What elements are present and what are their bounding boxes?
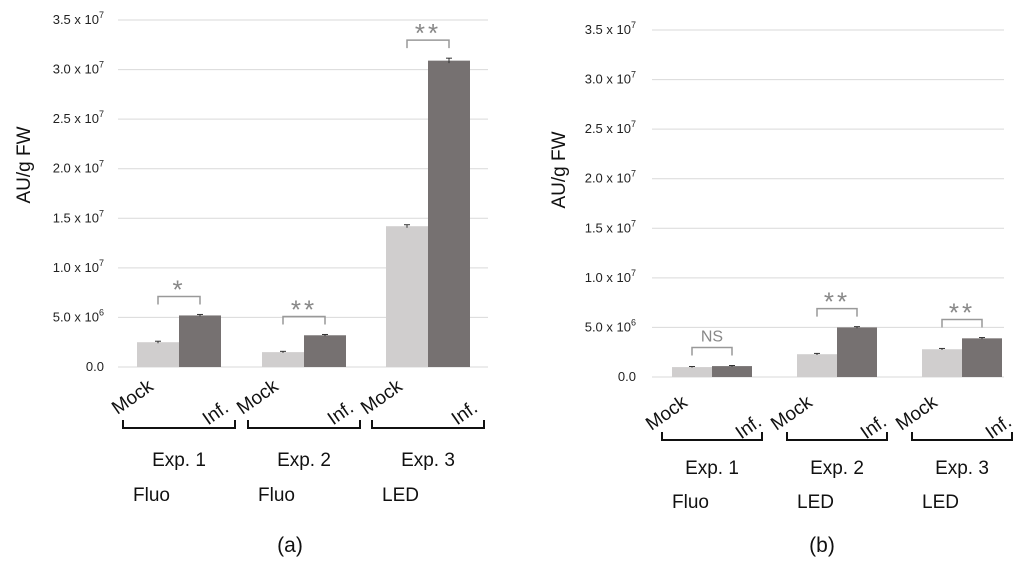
group-label: Exp. 1 bbox=[685, 458, 739, 479]
group-label: Exp. 3 bbox=[401, 450, 455, 471]
significance-label: * bbox=[172, 274, 185, 304]
bar-inf bbox=[428, 60, 470, 368]
y-tick-label: 2.5 x 107 bbox=[585, 119, 636, 136]
y-tick-label: 3.0 x 107 bbox=[53, 60, 104, 77]
significance-label: ** bbox=[824, 287, 850, 317]
group-label: Exp. 1 bbox=[152, 450, 206, 471]
bar-mock bbox=[922, 349, 962, 377]
group-bracket bbox=[371, 420, 485, 429]
bar-mock bbox=[672, 367, 712, 377]
group-label: Exp. 3 bbox=[935, 458, 989, 479]
y-tick-label: 2.5 x 107 bbox=[53, 109, 104, 126]
bar-inf bbox=[179, 315, 221, 367]
category-label-mock: Mock bbox=[108, 376, 158, 420]
bar-mock bbox=[137, 342, 179, 367]
y-tick-label: 3.5 x 107 bbox=[585, 20, 636, 37]
group-bracket bbox=[122, 420, 236, 429]
panel-label: (b) bbox=[809, 534, 835, 557]
group-sublabel: LED bbox=[922, 492, 959, 513]
category-label-inf: Inf. bbox=[448, 397, 482, 429]
significance-label: NS bbox=[701, 328, 723, 345]
y-tick-label: 2.0 x 107 bbox=[53, 159, 104, 176]
bar-mock bbox=[797, 354, 837, 377]
group-bracket bbox=[661, 432, 763, 441]
group-sublabel: LED bbox=[382, 485, 419, 506]
category-label-inf: Inf. bbox=[982, 411, 1014, 443]
group-sublabel: LED bbox=[797, 492, 834, 513]
y-tick-label: 0.0 bbox=[86, 359, 104, 374]
y-tick-label: 3.5 x 107 bbox=[53, 10, 104, 27]
y-tick-label: 3.0 x 107 bbox=[585, 70, 636, 87]
significance-bracket bbox=[691, 346, 733, 356]
y-axis-label: AU/g FW bbox=[549, 131, 570, 208]
y-axis-label: AU/g FW bbox=[14, 126, 35, 203]
group-bracket bbox=[911, 432, 1013, 441]
significance-label: ** bbox=[949, 298, 975, 328]
category-label-mock: Mock bbox=[892, 392, 942, 436]
bar-inf bbox=[962, 338, 1002, 377]
bar-mock bbox=[262, 352, 304, 367]
significance-bracket bbox=[157, 295, 201, 305]
significance-bracket bbox=[406, 39, 450, 49]
category-label-inf: Inf. bbox=[732, 411, 766, 443]
category-label-mock: Mock bbox=[233, 376, 283, 420]
group-sublabel: Fluo bbox=[133, 485, 170, 506]
y-tick-label: 5.0 x 106 bbox=[585, 317, 636, 334]
y-tick-label: 1.0 x 107 bbox=[585, 268, 636, 285]
category-label-inf: Inf. bbox=[324, 397, 358, 429]
y-tick-label: 1.5 x 107 bbox=[53, 208, 104, 225]
group-label: Exp. 2 bbox=[277, 450, 331, 471]
group-sublabel: Fluo bbox=[672, 492, 709, 513]
y-tick-label: 0.0 bbox=[618, 369, 636, 384]
category-label-mock: Mock bbox=[767, 392, 817, 436]
bar-inf bbox=[837, 327, 877, 377]
group-label: Exp. 2 bbox=[810, 458, 864, 479]
group-sublabel: Fluo bbox=[258, 485, 295, 506]
bar-inf bbox=[304, 335, 346, 367]
y-tick-label: 5.0 x 106 bbox=[53, 307, 104, 324]
panel-label: (a) bbox=[277, 534, 303, 557]
bar-mock bbox=[386, 226, 428, 367]
y-tick-label: 2.0 x 107 bbox=[585, 169, 636, 186]
chart-panel-a: 0.0 5.0 x 106 1.0 x 107 1.5 x 107 2.0 x 107 2… bbox=[14, 10, 488, 557]
category-label-mock: Mock bbox=[642, 392, 692, 436]
category-label-inf: Inf. bbox=[857, 411, 891, 443]
significance-label: ** bbox=[291, 294, 317, 324]
category-label-inf: Inf. bbox=[199, 397, 233, 429]
group-bracket bbox=[786, 432, 888, 441]
significance-label: ** bbox=[415, 18, 441, 48]
category-label-mock: Mock bbox=[357, 376, 407, 420]
y-tick-label: 1.5 x 107 bbox=[585, 218, 636, 235]
bar-inf bbox=[712, 366, 752, 377]
significance-bracket bbox=[816, 307, 858, 317]
significance-bracket bbox=[282, 315, 326, 325]
y-tick-label: 1.0 x 107 bbox=[53, 258, 104, 275]
group-bracket bbox=[247, 420, 361, 429]
significance-bracket bbox=[941, 318, 983, 328]
chart-panel-b: 0.0 5.0 x 106 1.0 x 107 1.5 x 107 2.0 x 107 2… bbox=[549, 20, 1014, 557]
